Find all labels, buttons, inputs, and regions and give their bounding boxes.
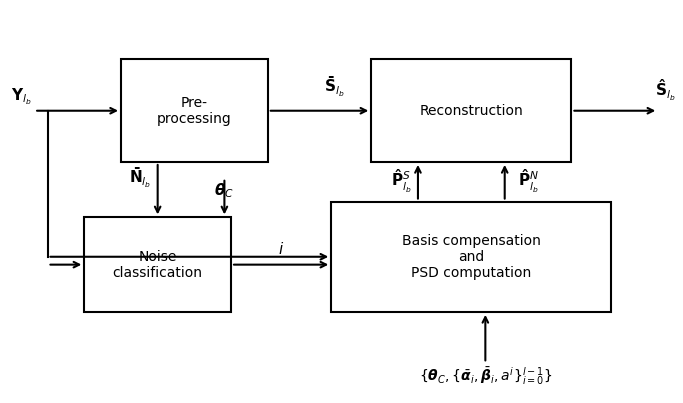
Bar bbox=[121, 59, 268, 162]
Bar bbox=[331, 202, 611, 312]
Text: $\mathbf{\bar{S}}_{l_b}$: $\mathbf{\bar{S}}_{l_b}$ bbox=[324, 75, 345, 99]
Text: $\mathbf{\hat{S}}_{l_b}$: $\mathbf{\hat{S}}_{l_b}$ bbox=[655, 77, 675, 103]
Text: $\mathbf{Y}_{l_b}$: $\mathbf{Y}_{l_b}$ bbox=[11, 86, 31, 107]
Text: $\mathbf{\hat{P}}^N_{l_b}$: $\mathbf{\hat{P}}^N_{l_b}$ bbox=[518, 168, 539, 195]
Text: $\boldsymbol{\theta}_C$: $\boldsymbol{\theta}_C$ bbox=[214, 182, 234, 200]
Text: Pre-
processing: Pre- processing bbox=[157, 96, 232, 126]
Text: $\mathbf{\hat{P}}^S_{l_b}$: $\mathbf{\hat{P}}^S_{l_b}$ bbox=[391, 168, 411, 195]
Text: Basis compensation
and
PSD computation: Basis compensation and PSD computation bbox=[402, 234, 541, 280]
Text: $i$: $i$ bbox=[278, 241, 284, 257]
Text: Reconstruction: Reconstruction bbox=[419, 104, 523, 118]
Text: $\mathbf{\bar{N}}_{l_b}$: $\mathbf{\bar{N}}_{l_b}$ bbox=[128, 166, 151, 191]
Text: Noise
classification: Noise classification bbox=[113, 249, 203, 280]
Bar bbox=[84, 217, 231, 312]
Bar bbox=[372, 59, 572, 162]
Text: $\{\boldsymbol{\theta}_C, \{\bar{\boldsymbol{\alpha}}_i, \bar{\boldsymbol{\beta}: $\{\boldsymbol{\theta}_C, \{\bar{\boldsy… bbox=[419, 365, 552, 387]
